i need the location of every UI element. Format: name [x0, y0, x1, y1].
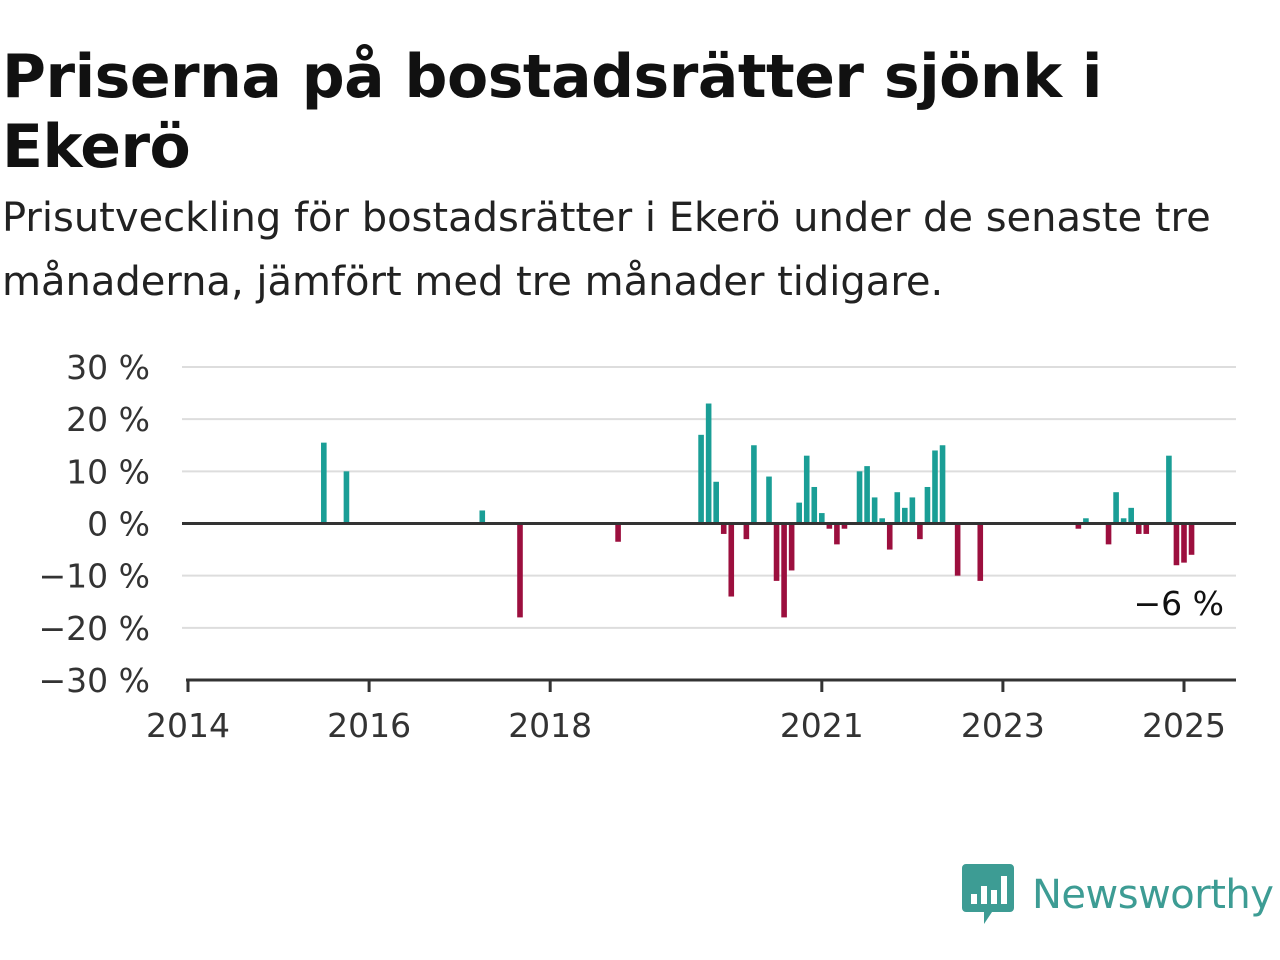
bar: [977, 523, 984, 581]
bar: [811, 486, 818, 524]
x-tick-label: 2021: [780, 706, 864, 745]
bar: [698, 434, 704, 524]
bars: [321, 403, 1195, 618]
chart-title: Priserna på bostadsrätter sjönk i Ekerö: [2, 42, 1102, 182]
y-tick-label: 20 %: [66, 400, 150, 439]
bar: [1143, 523, 1150, 534]
bar: [321, 442, 327, 524]
bar: [705, 403, 712, 524]
bar: [1135, 523, 1142, 534]
y-tick-label: 0 %: [87, 505, 150, 544]
bar: [864, 466, 870, 524]
y-tick-label: −20 %: [39, 609, 151, 648]
bar: [713, 481, 719, 524]
bar: [788, 523, 795, 571]
x-tick-label: 2014: [146, 706, 230, 745]
newsworthy-logo: Newsworthy: [962, 864, 1274, 926]
bar: [879, 518, 885, 524]
y-tick-label: 30 %: [66, 348, 150, 387]
bar: [1120, 518, 1127, 524]
bar: [826, 523, 833, 529]
bar: [1166, 455, 1172, 524]
bar: [894, 492, 901, 524]
bar: [924, 486, 931, 524]
bar: [803, 455, 810, 524]
bar: [917, 523, 923, 540]
bar: [796, 502, 802, 524]
bar: [766, 476, 772, 524]
bar: [871, 497, 878, 524]
bar: [343, 471, 350, 524]
bar: [954, 523, 961, 576]
bar: [1181, 523, 1187, 563]
newsworthy-logo-icon: [962, 864, 1014, 924]
x-axis-ticks: 2014 2016 2018 2021 2023 2025: [146, 680, 1226, 745]
bar: [886, 523, 893, 550]
chart-subtitle: Prisutveckling för bostadsrätter i Ekerö…: [2, 195, 1211, 305]
bar: [720, 523, 727, 534]
x-tick-label: 2016: [327, 706, 411, 745]
bar: [781, 523, 787, 618]
bar: [1083, 518, 1089, 524]
bar: [615, 523, 621, 542]
x-tick-label: 2025: [1142, 706, 1226, 745]
bar: [939, 445, 946, 524]
bar: [743, 523, 750, 540]
y-tick-label: 10 %: [66, 452, 150, 491]
bar: [751, 445, 757, 524]
bar: [909, 497, 916, 524]
bar: [1113, 492, 1119, 524]
bar: [1188, 523, 1195, 555]
x-tick-label: 2023: [961, 706, 1045, 745]
bar: [517, 523, 523, 618]
bar: [1075, 523, 1082, 529]
x-tick-label: 2018: [508, 706, 592, 745]
bar: [1128, 507, 1134, 524]
bar: [834, 523, 840, 545]
last-value-label: −6 %: [1134, 584, 1225, 623]
bar: [773, 523, 780, 581]
bar: [819, 513, 825, 524]
bar: [902, 507, 908, 524]
y-tick-label: −10 %: [39, 557, 151, 596]
bar: [728, 523, 735, 597]
bar: [1173, 523, 1180, 566]
bar: [479, 510, 486, 524]
y-axis-ticks: 30 % 20 % 10 % 0 % −10 % −20 % −30 %: [39, 348, 151, 700]
y-tick-label: −30 %: [39, 661, 151, 700]
bar: [932, 450, 938, 524]
bar: [856, 471, 863, 524]
brand-name: Newsworthy: [1032, 872, 1274, 918]
bar: [1105, 523, 1112, 545]
bar: [841, 523, 848, 529]
